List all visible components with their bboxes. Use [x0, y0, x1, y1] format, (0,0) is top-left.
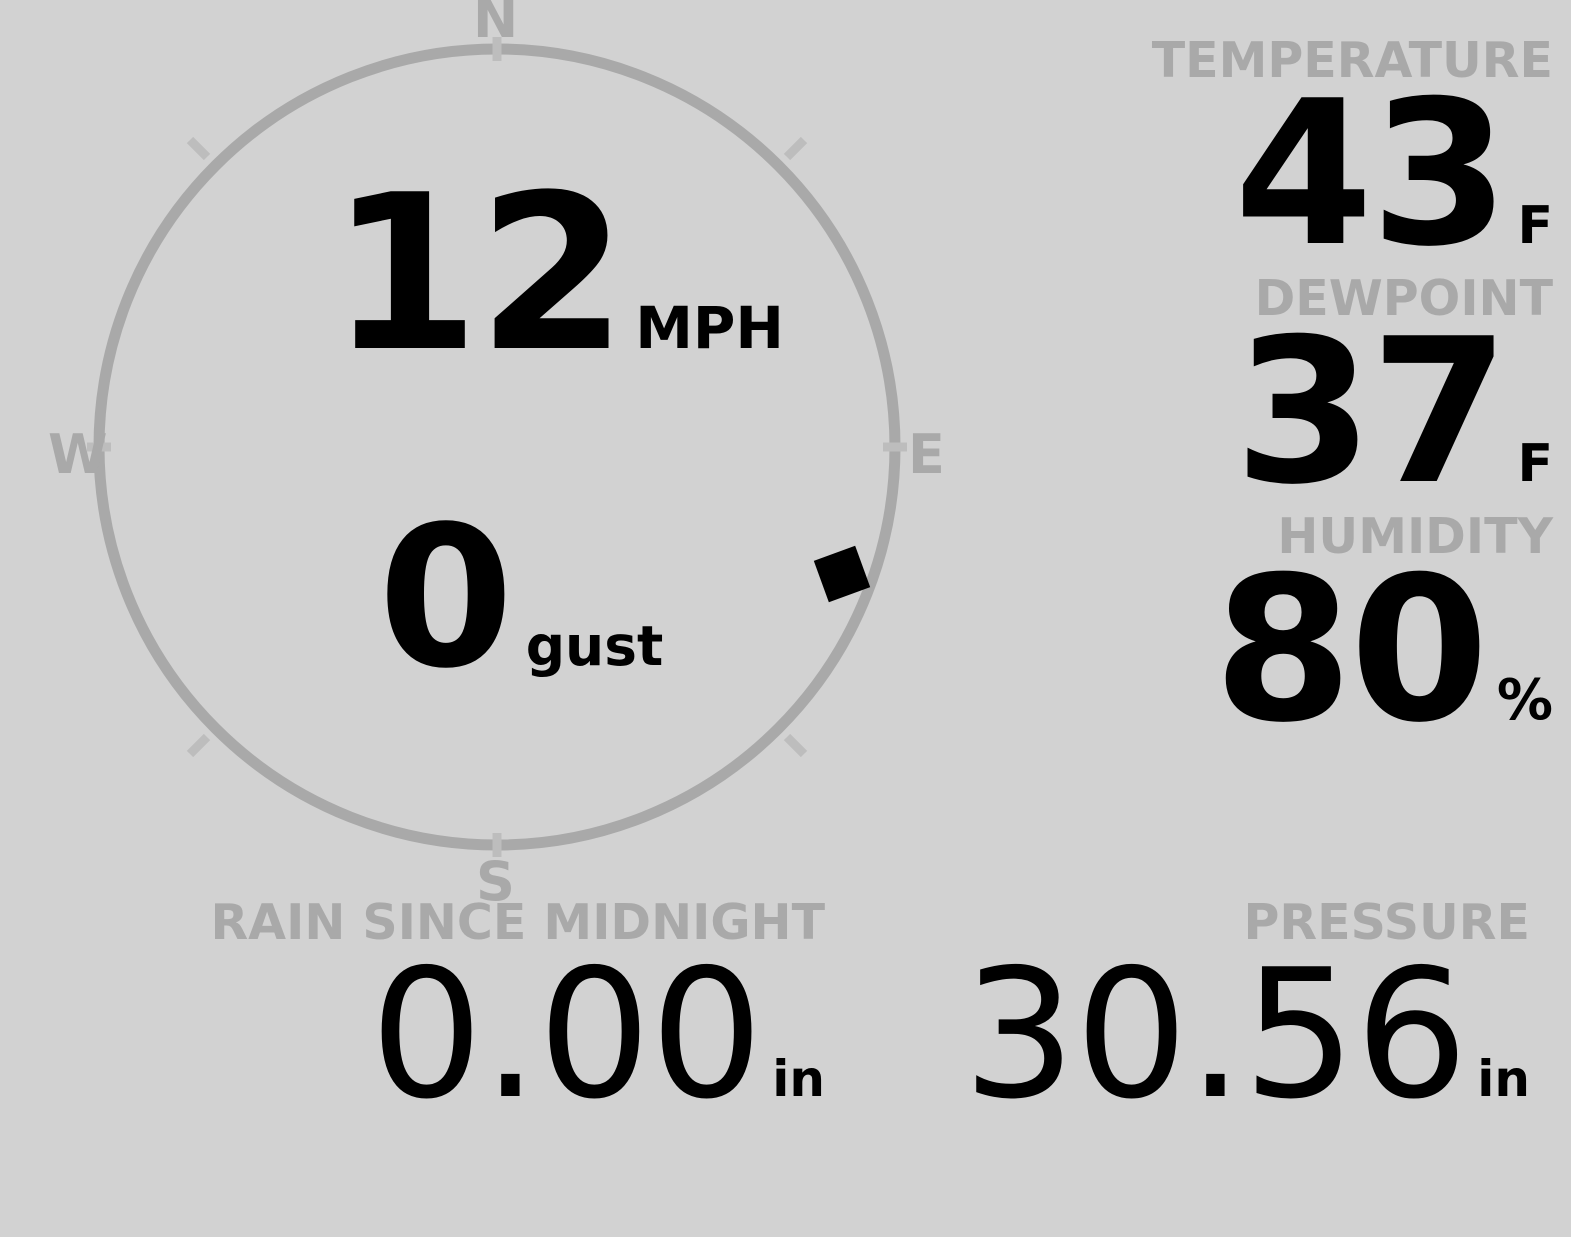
- temperature-label: TEMPERATURE: [1151, 32, 1553, 89]
- rain-label: RAIN SINCE MIDNIGHT: [210, 894, 825, 951]
- dewpoint-label: DEWPOINT: [1254, 269, 1553, 327]
- humidity-valuerow: 80 %: [1033, 533, 1553, 767]
- wind-gust-readout: 0 gust: [378, 484, 664, 711]
- rain-value: 0.00: [369, 930, 763, 1138]
- compass-label-west: W: [48, 423, 108, 486]
- compass-dial: [87, 37, 907, 857]
- stat-rain-since-midnight: RAIN SINCE MIDNIGHT 0.00 in: [105, 898, 825, 1124]
- stats-column: TEMPERATURE 43 F DEWPOINT 37 F HUMIDITY …: [1033, 32, 1553, 767]
- temperature-valuerow: 43 F: [1033, 57, 1553, 291]
- dewpoint-unit: F: [1517, 433, 1553, 494]
- humidity-value: 80: [1213, 533, 1489, 767]
- compass-label-north: N: [473, 0, 519, 50]
- temperature-unit: F: [1517, 195, 1553, 256]
- bottom-row: RAIN SINCE MIDNIGHT 0.00 in PRESSURE 30.…: [0, 898, 1571, 1158]
- compass-label-east: E: [908, 423, 945, 486]
- humidity-label: HUMIDITY: [1277, 507, 1553, 565]
- pressure-unit: in: [1477, 1049, 1530, 1108]
- wind-speed-unit: MPH: [635, 294, 784, 362]
- pressure-valuerow: 30.56 in: [830, 930, 1530, 1138]
- stat-humidity: HUMIDITY 80 %: [1033, 507, 1553, 767]
- wind-gust-unit: gust: [525, 614, 664, 678]
- compass-ticks: [87, 37, 907, 857]
- dewpoint-value: 37: [1234, 295, 1509, 529]
- compass-label-south: S: [476, 850, 515, 913]
- wind-gust-value: 0: [378, 484, 514, 711]
- dewpoint-valuerow: 37 F: [1033, 295, 1553, 529]
- pressure-label: PRESSURE: [1243, 894, 1531, 951]
- temperature-value: 43: [1234, 57, 1509, 291]
- stat-dewpoint: DEWPOINT 37 F: [1033, 269, 1553, 529]
- wind-speed-readout: 12 MPH: [330, 148, 784, 399]
- humidity-unit: %: [1496, 667, 1553, 733]
- pressure-value: 30.56: [962, 930, 1469, 1138]
- wind-gauge: N S W E 12 MPH 0 gust: [0, 0, 995, 909]
- rain-valuerow: 0.00 in: [105, 930, 825, 1138]
- stat-pressure: PRESSURE 30.56 in: [830, 898, 1530, 1124]
- rain-unit: in: [772, 1049, 825, 1108]
- stat-temperature: TEMPERATURE 43 F: [1033, 32, 1553, 291]
- wind-speed-value: 12: [330, 148, 627, 399]
